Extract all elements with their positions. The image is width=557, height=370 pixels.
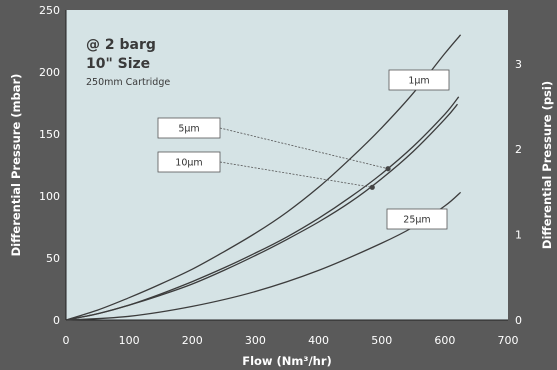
leader-layer (219, 127, 389, 188)
series-label-box-5um (157, 117, 221, 139)
series-label-layer: 1µm 5µm 10µm 25µm (157, 69, 450, 230)
x-tick-label: 400 (308, 334, 329, 347)
y-tick-label: 200 (39, 66, 60, 79)
x-tick-label: 600 (434, 334, 455, 347)
x-tick-label: 100 (119, 334, 140, 347)
x-tick-label: 200 (182, 334, 203, 347)
series-label-box-10um (157, 151, 221, 173)
note-size: 10" Size (86, 56, 150, 72)
y-tick-label: 50 (46, 252, 60, 265)
y2-axis-title: Differential Pressure (psi) (540, 81, 554, 249)
series-label-25um: 25µm (403, 215, 430, 226)
series-label-5um: 5µm (178, 124, 199, 135)
y-tick-label: 100 (39, 190, 60, 203)
series-line-1um (65, 34, 462, 321)
note-pressure: @ 2 barg (86, 37, 156, 53)
y-tick-label: 150 (39, 128, 60, 141)
x-tick-label: 300 (245, 334, 266, 347)
series-label-box-25um (386, 208, 448, 230)
marker-layer (369, 166, 391, 190)
y2-tick-label: 2 (515, 143, 522, 156)
x-tick-label: 0 (63, 334, 70, 347)
y-tick-label: 250 (39, 4, 60, 17)
series-line-10um (65, 103, 458, 321)
y2-tick-label: 0 (515, 314, 522, 327)
leader-line-10um (219, 161, 373, 188)
series-label-1um: 1µm (408, 76, 429, 87)
y2-tick-label: 3 (515, 58, 522, 71)
series-label-box-1um (388, 69, 450, 91)
x-tick-label: 500 (371, 334, 392, 347)
y-tick-label: 0 (53, 314, 60, 327)
x-tick-label: 700 (498, 334, 519, 347)
marker-5um (385, 166, 391, 172)
note-cartridge: 250mm Cartridge (86, 77, 170, 88)
series-label-10um: 10µm (175, 158, 202, 169)
x-axis-title: Flow (Nm³/hr) (242, 354, 332, 368)
leader-line-5um (219, 127, 389, 170)
plot-area (66, 10, 508, 320)
marker-10um (369, 184, 375, 190)
ticks-layer: 0 100 200 300 400 500 600 700 0 50 100 150 200 250 0 1 2… (39, 4, 522, 347)
y-axis-title: Differential Pressure (mbar) (9, 74, 23, 257)
y2-tick-label: 1 (515, 229, 522, 242)
